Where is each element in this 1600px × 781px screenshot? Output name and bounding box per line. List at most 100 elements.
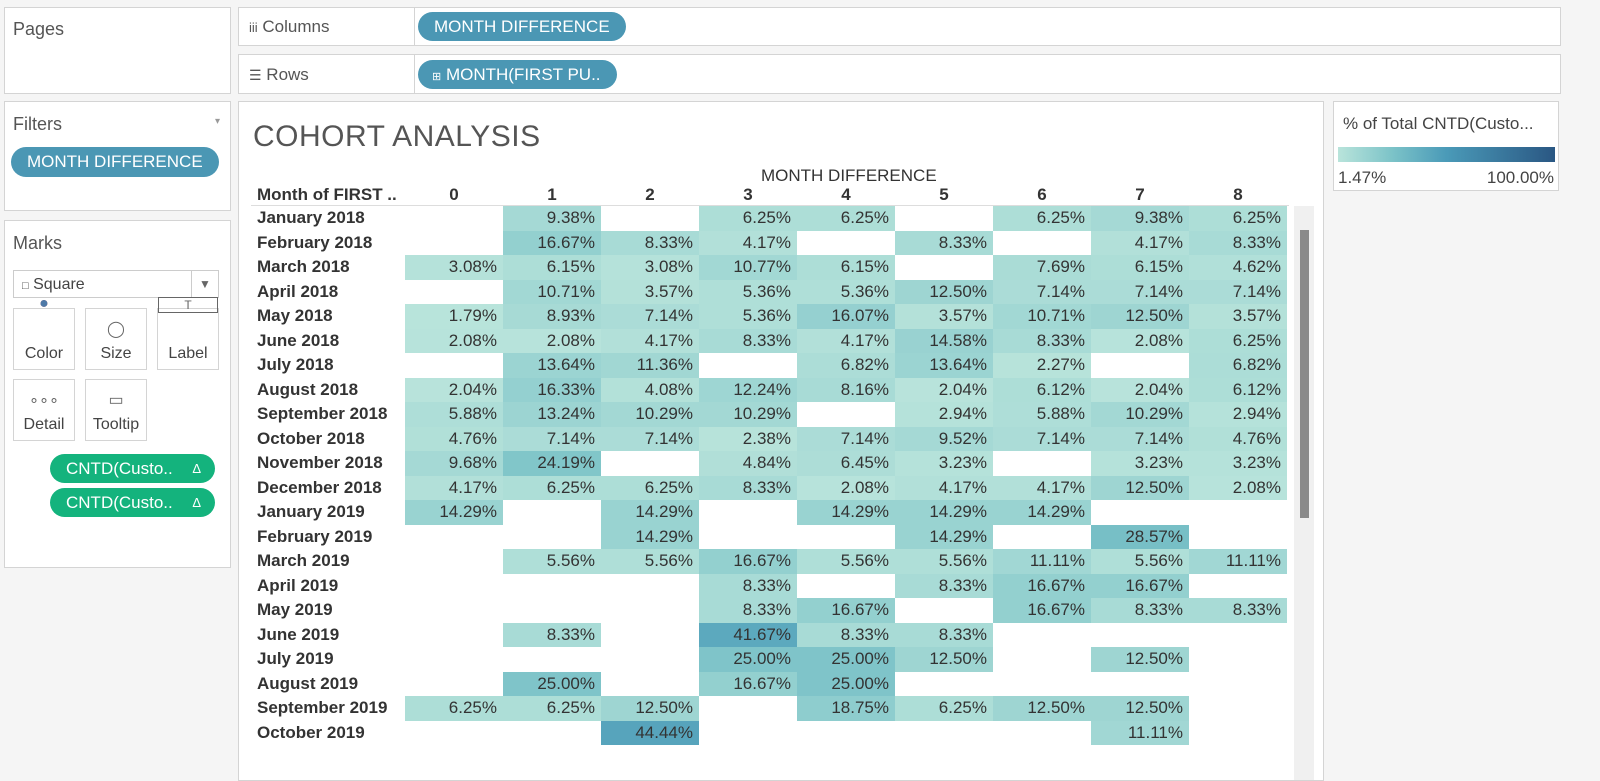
row-label: May 2018 xyxy=(257,306,333,325)
column-pill[interactable]: MONTH DIFFERENCE xyxy=(418,12,626,41)
legend-max: 100.00% xyxy=(1486,168,1554,187)
cohort-cell: 16.67% xyxy=(1091,573,1189,598)
mark-button-label: Size xyxy=(100,345,132,362)
cohort-cell: 14.29% xyxy=(601,500,699,525)
cohort-cell: 9.68% xyxy=(405,451,503,476)
mark-button[interactable]: T Label xyxy=(157,297,219,370)
cohort-cell: 6.12% xyxy=(1189,377,1287,402)
row-label: April 2018 xyxy=(257,281,339,301)
dropdown-icon[interactable]: ▾ xyxy=(214,116,220,127)
cohort-cell: 4.17% xyxy=(601,328,699,353)
cohort-cell: 12.24% xyxy=(699,377,797,402)
filter-pill[interactable]: MONTH DIFFERENCE xyxy=(11,147,219,177)
mark-button[interactable]: ◯ Size xyxy=(85,308,147,370)
marks-title: Marks xyxy=(13,233,62,253)
cohort-cell: 6.15% xyxy=(797,255,895,280)
cohort-cell: 12.50% xyxy=(895,279,993,304)
cohort-cell: 4.62% xyxy=(1189,255,1287,280)
cohort-cell: 7.69% xyxy=(993,255,1091,280)
row-label: March 2019 xyxy=(257,551,350,570)
columns-label-text: Columns xyxy=(262,17,330,36)
column-label: 1 xyxy=(547,185,557,204)
cohort-cell: 8.33% xyxy=(895,622,993,647)
mark-button[interactable]: ▭ Tooltip xyxy=(85,379,147,441)
cohort-cell: 16.67% xyxy=(503,230,601,255)
column-label: 3 xyxy=(743,185,753,204)
cohort-cell: 3.23% xyxy=(1091,451,1189,476)
cohort-cell: 8.33% xyxy=(1189,598,1287,623)
column-label: 7 xyxy=(1135,185,1145,204)
cohort-cell: 2.08% xyxy=(405,328,503,353)
cohort-cell: 7.14% xyxy=(503,426,601,451)
cohort-cell: 12.50% xyxy=(1091,647,1189,672)
cohort-cell: 12.50% xyxy=(1091,696,1189,721)
cohort-cell: 2.08% xyxy=(503,328,601,353)
cohort-cell: 10.77% xyxy=(699,255,797,280)
cohort-cell: 16.07% xyxy=(797,304,895,329)
legend-gradient xyxy=(1338,147,1555,162)
columns-label: iii Columns xyxy=(249,17,330,36)
cohort-cell: 8.16% xyxy=(797,377,895,402)
cohort-cell: 2.08% xyxy=(1189,475,1287,500)
cohort-cell: 5.56% xyxy=(503,549,601,574)
row-label: October 2018 xyxy=(257,428,365,448)
cohort-cell: 8.33% xyxy=(699,328,797,353)
cohort-cell: 2.94% xyxy=(895,402,993,427)
cohort-cell: 3.23% xyxy=(895,451,993,476)
cohort-cell: 25.00% xyxy=(699,647,797,672)
cohort-cell: 8.33% xyxy=(699,598,797,623)
view-title: COHORT ANALYSIS xyxy=(253,120,541,153)
row-label: January 2019 xyxy=(257,502,365,521)
row-label: July 2018 xyxy=(257,355,334,374)
rows-label: ☰ Rows xyxy=(249,65,309,84)
row-label: December 2018 xyxy=(257,477,382,497)
cohort-cell: 14.29% xyxy=(405,500,503,525)
mark-button[interactable]: ● ● Color xyxy=(13,295,75,370)
scrollbar[interactable] xyxy=(1294,206,1314,780)
cohort-cell: 11.11% xyxy=(1189,549,1287,574)
scroll-thumb[interactable] xyxy=(1300,230,1309,518)
cohort-cell: 8.33% xyxy=(1091,598,1189,623)
cohort-cell: 14.29% xyxy=(993,500,1091,525)
cohort-cell: 6.82% xyxy=(797,353,895,378)
cohort-cell: 7.14% xyxy=(1091,279,1189,304)
cohort-cell: 2.38% xyxy=(699,426,797,451)
cohort-cell: 3.08% xyxy=(601,255,699,280)
cohort-cell: 4.17% xyxy=(895,475,993,500)
cohort-cell: 4.17% xyxy=(405,475,503,500)
mark-button[interactable]: ∘∘∘ Detail xyxy=(13,379,75,441)
columns-shelf: iii Columns MONTH DIFFERENCE xyxy=(238,7,1561,46)
cohort-cell: 14.29% xyxy=(895,524,993,549)
mark-button-label: Label xyxy=(168,345,208,362)
cohort-cell: 14.29% xyxy=(601,524,699,549)
cohort-cell: 7.14% xyxy=(601,304,699,329)
cohort-cell: 10.71% xyxy=(993,304,1091,329)
cohort-cell: 16.33% xyxy=(503,377,601,402)
mark-button-label: Color xyxy=(24,345,64,362)
cohort-cell: 5.56% xyxy=(1091,549,1189,574)
mark-type-select[interactable]: □ Square ▼ xyxy=(13,270,219,298)
cohort-cell: 6.25% xyxy=(895,696,993,721)
cohort-cell: 6.25% xyxy=(601,475,699,500)
mark-pill[interactable]: CNTD(Custo.. Δ xyxy=(50,454,215,483)
column-label: 6 xyxy=(1037,185,1047,204)
row-label: March 2018 xyxy=(257,257,350,276)
row-label: September 2018 xyxy=(257,404,388,423)
cohort-cell: 8.33% xyxy=(993,328,1091,353)
cohort-cell: 12.50% xyxy=(1091,475,1189,500)
row-label: February 2018 xyxy=(257,232,373,252)
cohort-cell: 11.36% xyxy=(601,353,699,378)
rows-shelf: ☰ Rows ⊞ MONTH(FIRST PU.. xyxy=(238,54,1561,94)
cohort-cell: 12.50% xyxy=(993,696,1091,721)
cohort-cell: 8.33% xyxy=(1189,230,1287,255)
mark-pill[interactable]: CNTD(Custo.. Δ xyxy=(50,488,215,517)
row-pill-text: MONTH(FIRST PU.. xyxy=(445,65,601,84)
cohort-cell: 6.25% xyxy=(797,206,895,231)
cohort-cell: 13.64% xyxy=(895,353,993,378)
cohort-cell: 4.08% xyxy=(601,377,699,402)
row-pill[interactable]: ⊞ MONTH(FIRST PU.. xyxy=(418,60,617,89)
cohort-cell: 4.84% xyxy=(699,451,797,476)
cohort-cell: 6.25% xyxy=(405,696,503,721)
row-label: June 2019 xyxy=(257,624,340,644)
mark-button-label: Detail xyxy=(23,416,65,433)
